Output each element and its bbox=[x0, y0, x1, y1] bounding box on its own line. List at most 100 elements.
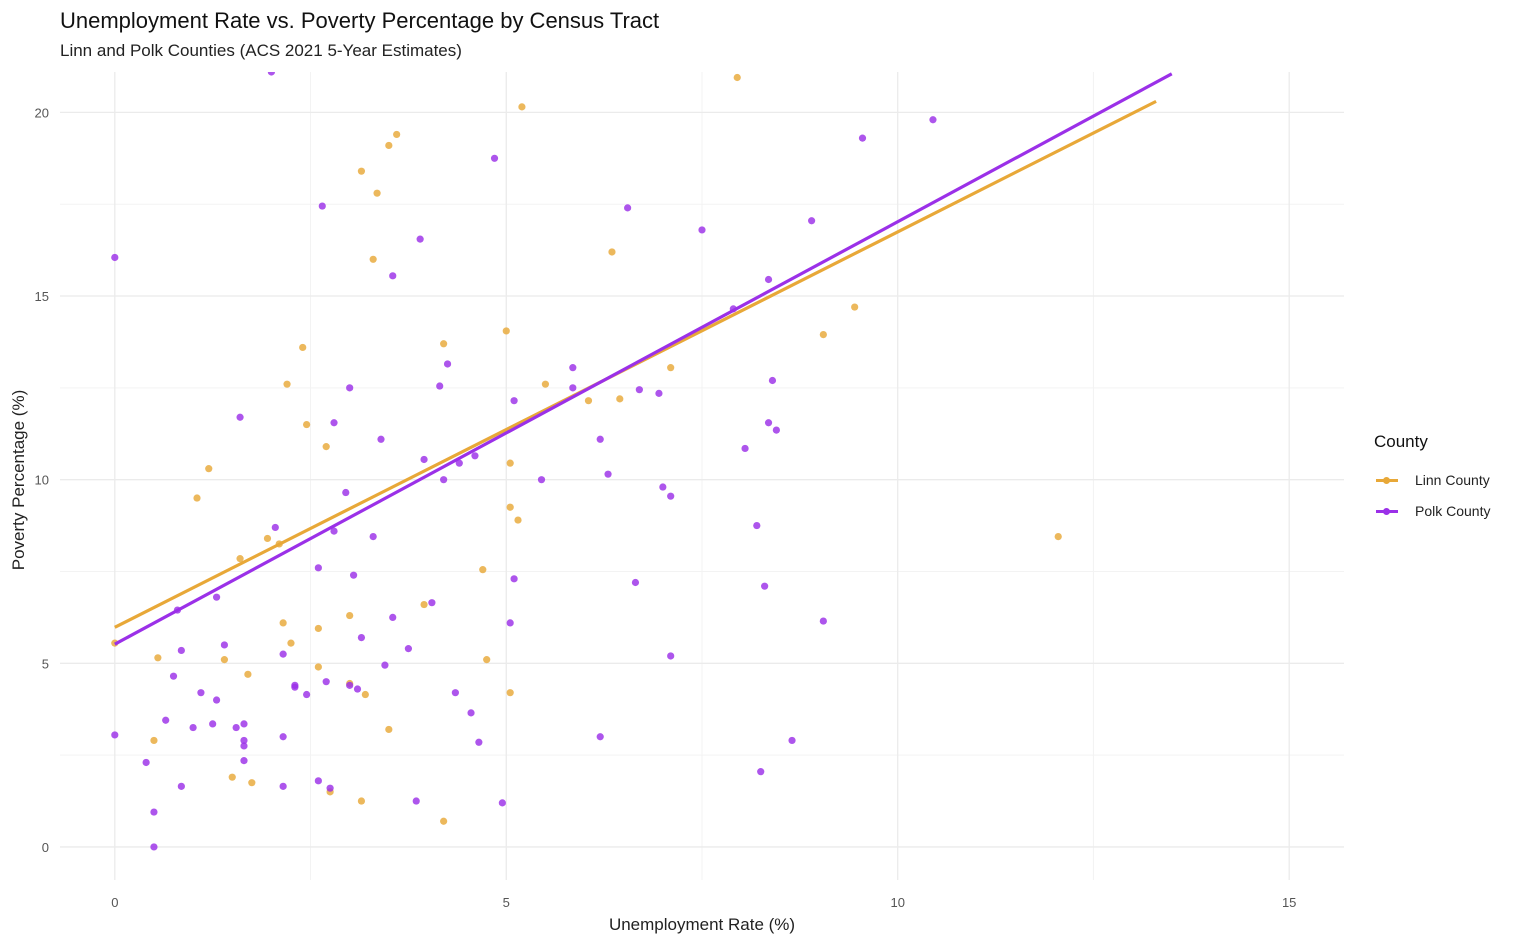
point-polk bbox=[189, 723, 197, 732]
point-polk bbox=[667, 492, 675, 500]
legend: County Linn County Polk County bbox=[1374, 432, 1490, 526]
point-polk bbox=[655, 389, 663, 397]
point-polk bbox=[342, 488, 350, 497]
point-linn bbox=[369, 255, 377, 263]
point-linn bbox=[483, 656, 491, 664]
point-polk bbox=[537, 476, 546, 484]
point-polk bbox=[631, 578, 640, 587]
point-polk bbox=[142, 758, 150, 767]
point-polk bbox=[314, 777, 322, 785]
point-polk bbox=[240, 757, 248, 765]
point-polk bbox=[604, 470, 612, 478]
point-polk bbox=[788, 736, 796, 745]
point-polk bbox=[428, 599, 436, 607]
y-tick-label: 0 bbox=[42, 840, 49, 855]
point-polk bbox=[150, 808, 158, 816]
point-linn bbox=[263, 534, 272, 543]
point-polk bbox=[212, 696, 221, 704]
point-linn bbox=[385, 725, 393, 734]
point-polk bbox=[318, 202, 326, 210]
data-points bbox=[111, 72, 1062, 851]
point-linn bbox=[506, 459, 514, 467]
legend-item-linn: Linn County bbox=[1374, 464, 1490, 495]
point-polk bbox=[169, 672, 178, 680]
point-polk bbox=[404, 645, 413, 653]
point-linn bbox=[283, 380, 291, 388]
point-polk bbox=[111, 731, 119, 739]
point-linn bbox=[287, 639, 295, 647]
point-polk bbox=[471, 452, 479, 460]
point-polk bbox=[768, 376, 777, 385]
point-linn bbox=[193, 494, 201, 502]
point-polk bbox=[369, 533, 377, 541]
point-polk bbox=[212, 593, 221, 601]
point-linn bbox=[303, 420, 311, 429]
point-polk bbox=[858, 134, 867, 142]
point-polk bbox=[467, 709, 475, 717]
point-polk bbox=[757, 768, 765, 776]
legend-title: County bbox=[1374, 432, 1428, 451]
point-polk bbox=[240, 742, 248, 750]
chart-subtitle: Linn and Polk Counties (ACS 2021 5-Year … bbox=[60, 41, 462, 60]
point-linn bbox=[228, 773, 236, 781]
point-polk bbox=[510, 397, 518, 405]
point-linn bbox=[819, 331, 827, 339]
point-polk bbox=[596, 435, 604, 443]
point-polk bbox=[303, 690, 311, 699]
point-polk bbox=[420, 455, 428, 464]
point-linn bbox=[479, 566, 487, 574]
point-polk bbox=[764, 419, 773, 427]
point-linn bbox=[541, 380, 550, 388]
point-linn bbox=[299, 343, 307, 352]
point-polk bbox=[741, 444, 749, 453]
point-polk bbox=[667, 652, 675, 660]
legend-item-polk: Polk County bbox=[1374, 495, 1490, 526]
point-linn bbox=[393, 130, 401, 139]
point-polk bbox=[232, 723, 240, 732]
point-polk bbox=[569, 384, 577, 392]
point-polk bbox=[330, 527, 338, 535]
point-linn bbox=[584, 397, 593, 405]
x-tick-label: 0 bbox=[111, 895, 118, 910]
point-polk bbox=[635, 386, 643, 394]
point-linn bbox=[244, 670, 252, 678]
point-polk bbox=[177, 646, 185, 655]
point-polk bbox=[416, 235, 424, 243]
point-polk bbox=[330, 419, 338, 427]
point-linn bbox=[314, 624, 322, 633]
legend-label-linn: Linn County bbox=[1415, 471, 1490, 488]
point-polk bbox=[451, 689, 459, 697]
point-linn bbox=[1054, 533, 1062, 541]
point-polk bbox=[279, 782, 287, 790]
point-polk bbox=[808, 217, 816, 225]
point-polk bbox=[506, 619, 514, 627]
point-linn bbox=[518, 103, 526, 111]
point-linn bbox=[733, 73, 741, 82]
point-polk bbox=[475, 738, 483, 746]
point-polk bbox=[381, 661, 389, 669]
point-polk bbox=[443, 360, 452, 368]
point-linn bbox=[506, 689, 514, 697]
point-polk bbox=[322, 678, 330, 686]
point-polk bbox=[377, 435, 385, 443]
point-polk bbox=[764, 275, 773, 284]
point-polk bbox=[240, 736, 248, 745]
trend-line-polk bbox=[114, 72, 1173, 646]
point-linn bbox=[440, 817, 448, 825]
point-linn bbox=[346, 611, 354, 620]
chart-title: Unemployment Rate vs. Poverty Percentage… bbox=[60, 8, 660, 33]
point-polk bbox=[357, 634, 366, 642]
point-linn bbox=[357, 797, 366, 805]
x-tick-label: 5 bbox=[503, 895, 510, 910]
point-polk bbox=[236, 413, 244, 421]
point-polk bbox=[349, 571, 358, 579]
point-polk bbox=[772, 426, 780, 434]
point-polk bbox=[346, 384, 354, 392]
legend-key-linn bbox=[1374, 473, 1400, 487]
y-tick-label: 20 bbox=[35, 105, 49, 120]
y-tick-label: 5 bbox=[42, 656, 49, 671]
point-linn bbox=[514, 516, 522, 524]
point-polk bbox=[271, 523, 279, 532]
point-linn bbox=[361, 690, 369, 699]
